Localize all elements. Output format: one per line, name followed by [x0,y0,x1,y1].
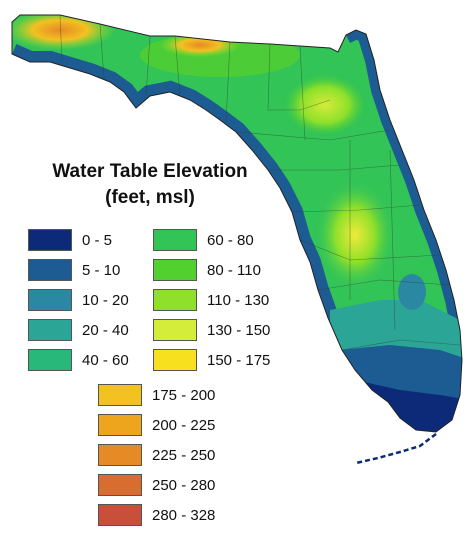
legend-swatch [153,349,197,371]
legend-swatch [98,384,142,406]
legend-label: 175 - 200 [152,386,216,404]
legend-label: 110 - 130 [207,291,270,309]
legend-label: 280 - 328 [152,506,216,524]
legend-label: 40 - 60 [82,351,129,369]
legend-item: 110 - 130 [153,288,269,312]
legend-item: 10 - 20 [28,288,129,312]
legend-swatch [28,289,72,311]
legend-item: 5 - 10 [28,258,120,282]
legend-label: 0 - 5 [82,231,113,249]
county-lines [59,15,461,351]
legend-item: 80 - 110 [153,258,261,282]
legend-swatch [153,259,197,281]
legend-swatch [28,259,72,281]
legend-item: 60 - 80 [153,228,254,252]
legend-item: 175 - 200 [98,383,215,407]
legend-label: 250 - 280 [152,476,216,494]
legend-item: 20 - 40 [28,318,129,342]
legend-item: 40 - 60 [28,348,129,372]
florida-keys [355,433,437,465]
legend-item: 150 - 175 [153,348,270,372]
legend-label: 200 - 225 [152,416,216,434]
legend-label: 5 - 10 [82,261,121,279]
legend-label: 20 - 40 [82,321,129,339]
legend-swatch [153,289,197,311]
legend-label: 130 - 150 [207,321,271,339]
legend-swatch [28,319,72,341]
legend-label: 60 - 80 [207,231,254,249]
legend-swatch [98,414,142,436]
legend-swatch [28,229,72,251]
legend-subtitle: (feet, msl) [105,187,195,208]
legend-swatch [98,504,142,526]
legend-label: 80 - 110 [207,261,261,279]
legend-label: 225 - 250 [152,446,216,464]
legend-item: 130 - 150 [153,318,270,342]
legend-item: 0 - 5 [28,228,112,252]
legend-swatch [98,474,142,496]
legend-title: Water Table Elevation [52,161,248,182]
legend-item: 280 - 328 [98,503,215,527]
florida-outline [11,14,463,433]
legend-item: 250 - 280 [98,473,215,497]
legend-swatch [98,444,142,466]
legend-item: 200 - 225 [98,413,215,437]
legend-swatch [153,319,197,341]
legend-item: 225 - 250 [98,443,215,467]
legend-label: 10 - 20 [82,291,129,309]
legend-label: 150 - 175 [207,351,271,369]
legend-swatch [153,229,197,251]
legend-swatch [28,349,72,371]
